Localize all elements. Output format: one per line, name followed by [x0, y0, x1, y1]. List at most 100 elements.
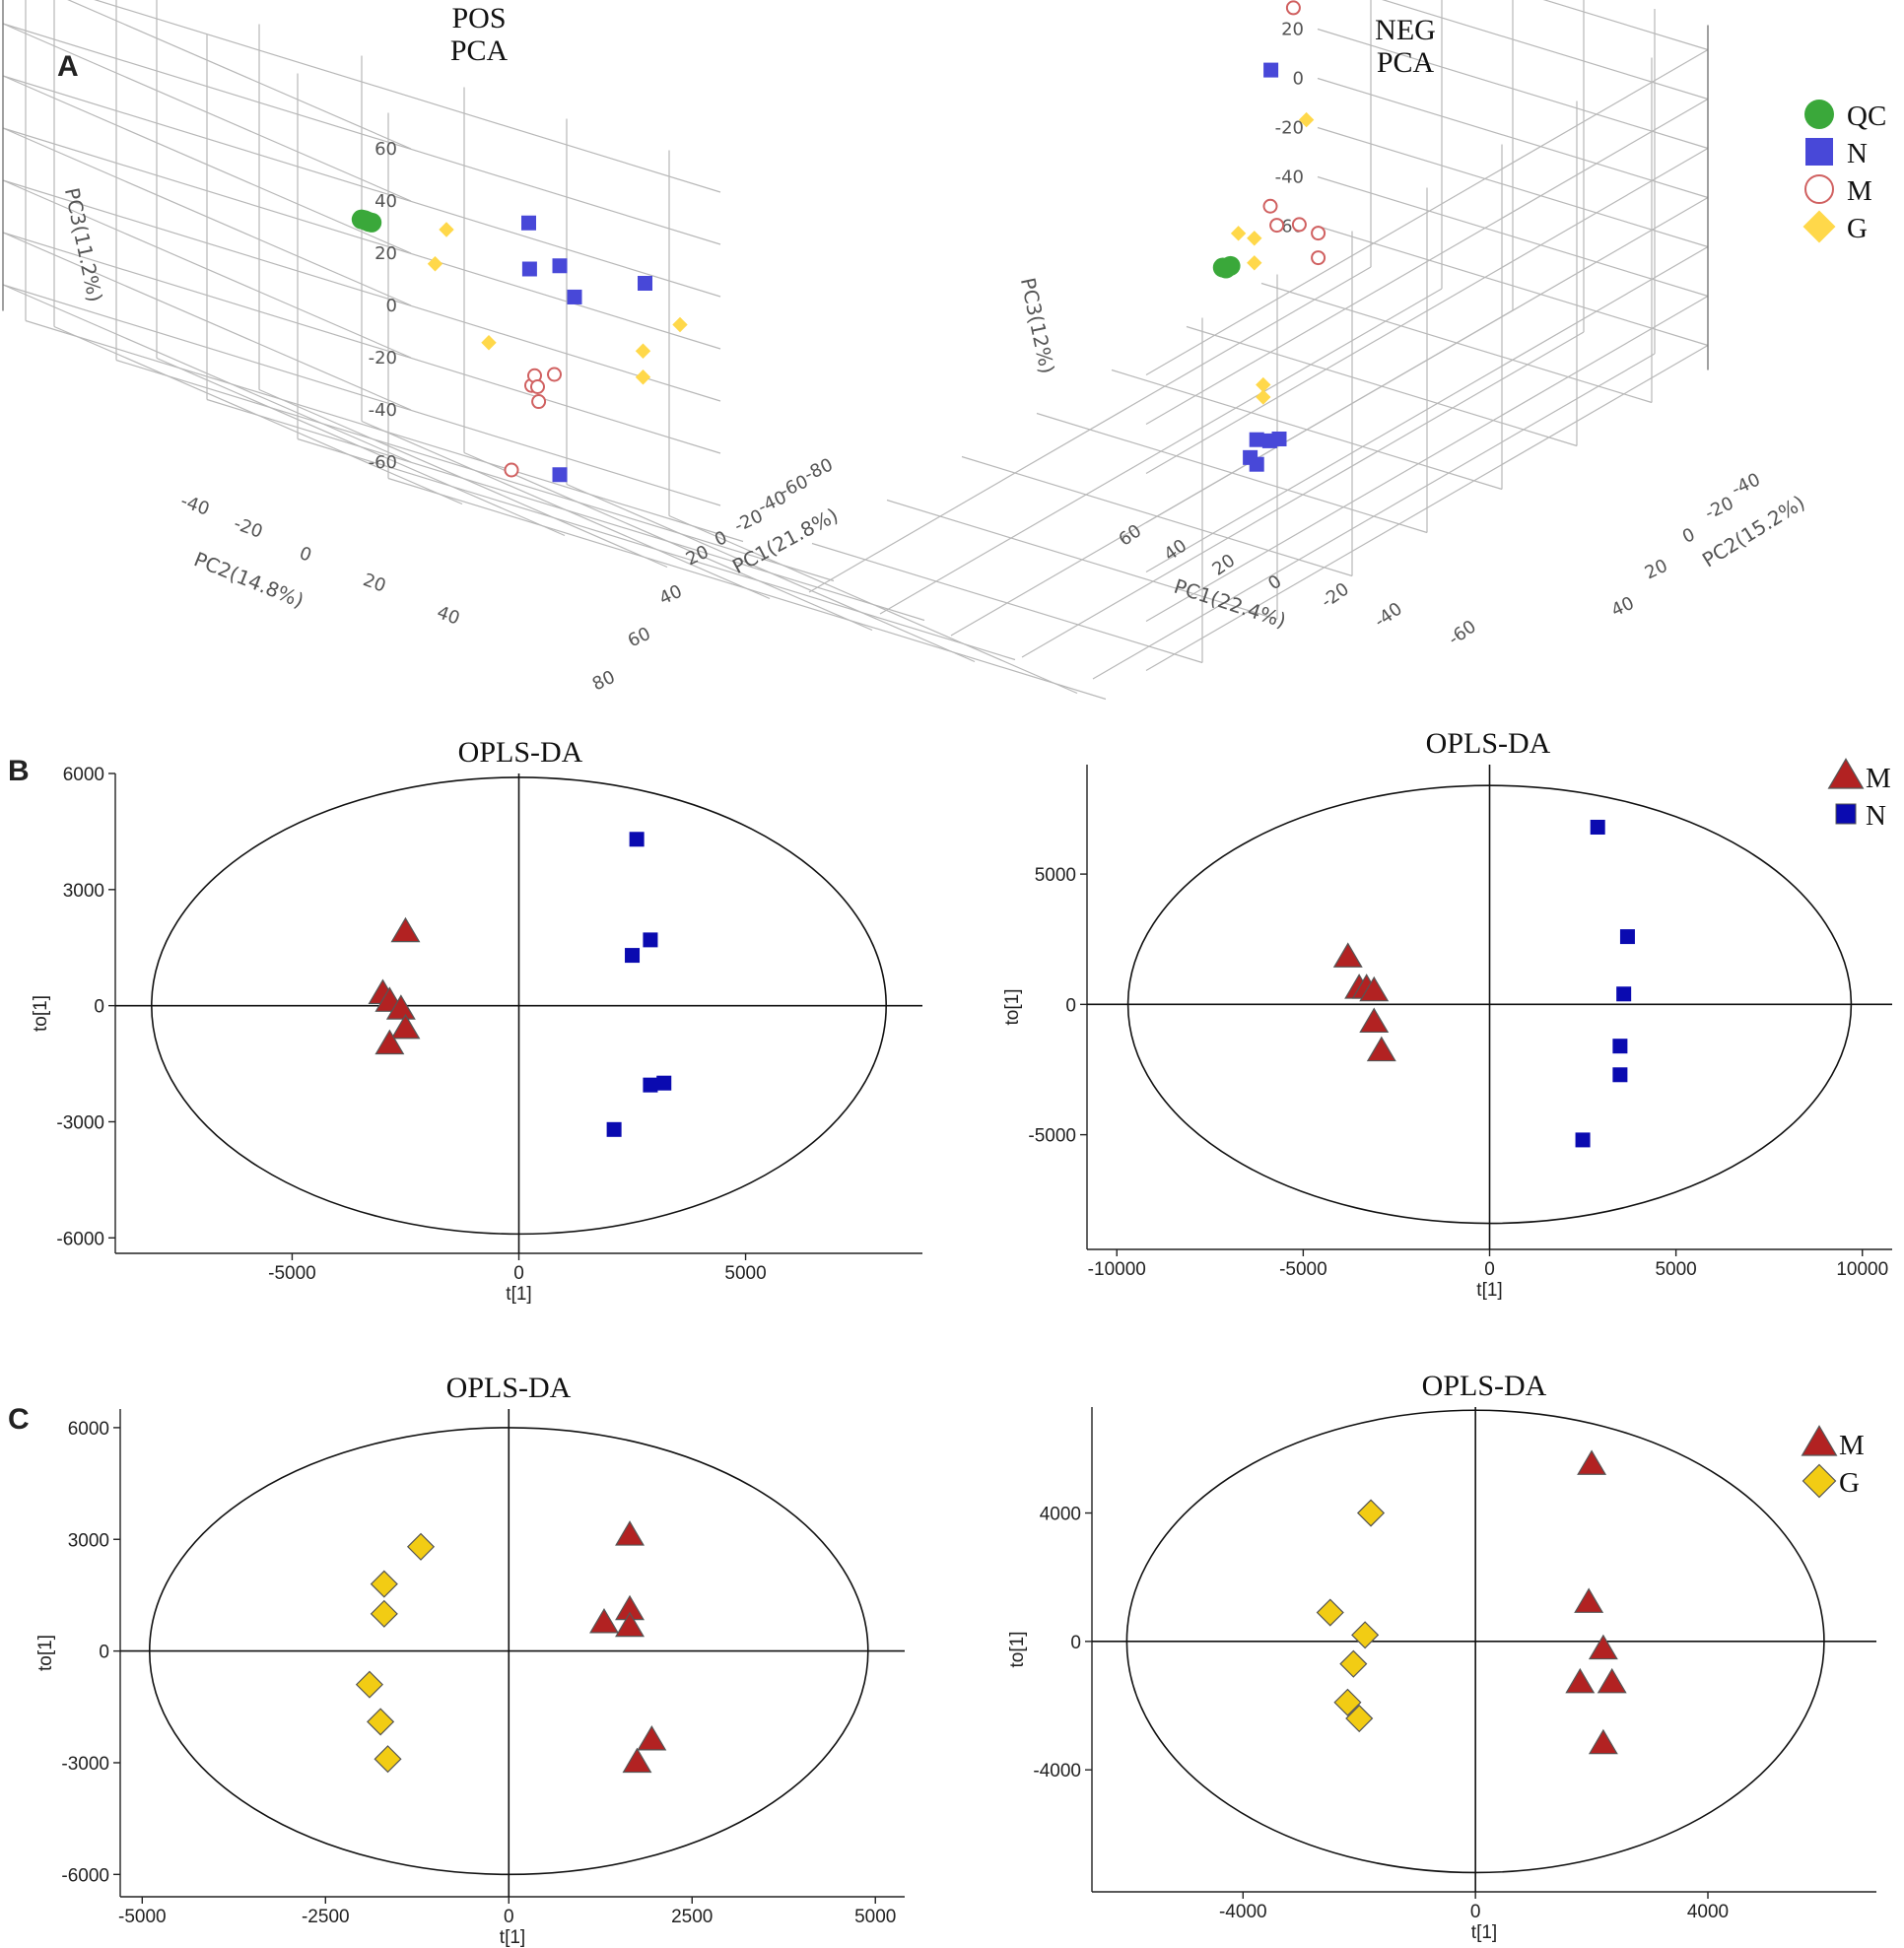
- point-g: [1247, 231, 1262, 246]
- pc2-tick-label: -20: [1702, 493, 1737, 523]
- x-tick-label: 0: [1470, 1902, 1481, 1922]
- floor-grid-line: [879, 288, 1443, 615]
- x-tick-label: -5000: [1279, 1259, 1327, 1280]
- panel-letter-c: C: [8, 1403, 30, 1436]
- x-tick-label: 4000: [1687, 1902, 1729, 1922]
- wall-grid-line: [2, 23, 412, 202]
- y-axis-label: to[1]: [1002, 989, 1023, 1026]
- point-n: [643, 1077, 658, 1093]
- chart-title-line: NEG: [1375, 14, 1436, 46]
- pc1-tick-label: -20: [1318, 578, 1353, 612]
- point-n: [521, 261, 537, 277]
- point-g: [367, 1708, 395, 1736]
- point-g: [1230, 226, 1247, 241]
- y-tick-label: 6000: [68, 1419, 109, 1440]
- wall-grid-line: [1317, 225, 1709, 347]
- legend-label-n: N: [1847, 138, 1868, 169]
- x-axis-label: t[1]: [506, 1284, 531, 1305]
- point-m: [1597, 1667, 1627, 1694]
- point-n: [552, 258, 568, 274]
- point-n: [1261, 433, 1277, 448]
- point-g: [1351, 1621, 1380, 1649]
- point-m: [1574, 1587, 1604, 1613]
- point-g: [635, 343, 651, 359]
- legend-marker-m: [1804, 174, 1834, 204]
- y-tick-label: 5000: [1035, 865, 1076, 886]
- point-m: [589, 1607, 619, 1634]
- wall-grid-line: [1317, 77, 1709, 199]
- floor-grid-line: [1092, 353, 1656, 680]
- pc2-tick-label: -40: [1729, 469, 1764, 500]
- point-g: [1247, 255, 1262, 271]
- legend-marker-m: [1827, 758, 1865, 789]
- point-qc: [1212, 257, 1233, 278]
- pc1-tick-label: -60: [1445, 616, 1480, 649]
- point-g: [370, 1599, 398, 1628]
- wall-grid-line: [2, 284, 721, 506]
- wall-grid-line: [1317, 175, 1709, 298]
- point-g: [439, 222, 454, 237]
- neg-pca-chart: 6040200-20-40-60PC3(12%)PC1(22.4%)PC2(15…: [808, 0, 1809, 680]
- y-axis-label: to[1]: [1007, 1632, 1028, 1668]
- y-tick-label: -3000: [61, 1754, 109, 1775]
- wall-grid-line: [1145, 196, 1709, 524]
- point-m: [1565, 1667, 1596, 1694]
- legend-label-g: G: [1839, 1467, 1860, 1499]
- point-n: [1249, 432, 1264, 447]
- pc3-axis-label: PC3(12%): [1016, 276, 1059, 376]
- pc1-tick-label: -40: [1371, 598, 1406, 632]
- point-n: [1263, 62, 1279, 78]
- y-tick-label: 0: [94, 997, 104, 1018]
- point-m: [637, 1724, 667, 1751]
- pc3-tick-label: -40: [369, 400, 397, 421]
- point-n: [567, 289, 582, 304]
- point-g: [1356, 1499, 1386, 1527]
- pc1-tick-label: 60: [625, 624, 654, 652]
- wall-grid-line: [2, 232, 721, 454]
- x-tick-label: 0: [513, 1263, 524, 1284]
- wall-grid-line: [1145, 344, 1709, 672]
- floor-grid-line: [808, 266, 1372, 593]
- legend-marker-qc: [1804, 100, 1834, 129]
- point-m: [1588, 1728, 1618, 1755]
- pc2-tick-label: 40: [435, 602, 463, 630]
- pc2-tick-label: -20: [231, 513, 265, 543]
- legend-label-m: M: [1866, 763, 1891, 794]
- pc3-tick-label: -60: [369, 452, 397, 473]
- pc3-tick-label: 0: [386, 296, 397, 316]
- pc2-tick-label: 20: [361, 570, 389, 597]
- floor-grid-line: [25, 319, 744, 543]
- y-axis-label: to[1]: [35, 1635, 56, 1671]
- x-tick-label: -5000: [268, 1263, 316, 1284]
- chart-title-line: PCA: [450, 34, 509, 67]
- point-m: [390, 916, 421, 943]
- confidence-ellipse: [148, 1427, 869, 1876]
- wall-grid-line: [2, 75, 412, 254]
- y-tick-label: -3000: [56, 1112, 104, 1133]
- panel-letter-b: B: [8, 755, 30, 787]
- x-tick-label: 10000: [1836, 1259, 1888, 1280]
- x-axis-label: t[1]: [1476, 1280, 1502, 1301]
- opls-da-b-neg-chart: -10000 -5000 0 5000 10000 5000 0 -5000 t[1] to[1]…: [1002, 727, 1892, 1301]
- legend-marker-g: [1802, 1463, 1837, 1499]
- pc3-tick-label: 60: [374, 139, 397, 160]
- chart-title: OPLS-DA: [458, 736, 583, 769]
- point-n: [1619, 929, 1635, 945]
- legend-marker-n: [1805, 138, 1833, 166]
- point-m: [615, 1520, 645, 1546]
- point-n: [629, 832, 645, 847]
- pc2-tick-label: 0: [1679, 524, 1698, 548]
- point-m: [1311, 226, 1326, 241]
- y-tick-label: -5000: [1028, 1126, 1076, 1147]
- point-g: [672, 316, 688, 333]
- point-g: [481, 335, 497, 351]
- wall-grid-line: [1317, 28, 1709, 150]
- y-tick-label: 0: [99, 1643, 109, 1663]
- legend-marker-m: [1801, 1425, 1838, 1456]
- chart-title-line: PCA: [1377, 46, 1435, 79]
- pc1-tick-label: 40: [656, 581, 686, 610]
- x-tick-label: -2500: [302, 1907, 350, 1927]
- legend-label-m: M: [1847, 175, 1872, 207]
- wall-grid-line: [1317, 126, 1709, 248]
- pca-legend: QC NMG: [1802, 100, 1886, 244]
